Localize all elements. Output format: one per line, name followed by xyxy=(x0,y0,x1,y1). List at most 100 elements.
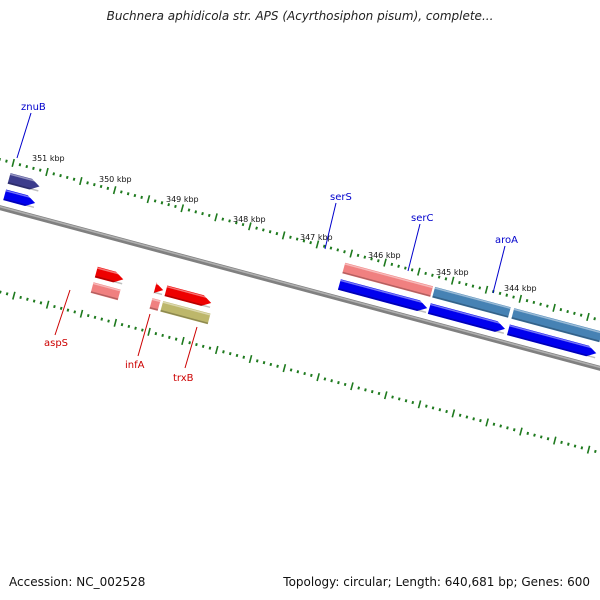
feature-aspS-cds[interactable] xyxy=(94,266,125,285)
feature-highlight xyxy=(151,298,161,303)
inner-tick xyxy=(59,306,63,310)
outer-tick xyxy=(383,258,387,267)
outer-tick xyxy=(45,167,49,177)
feature-highlight xyxy=(162,301,211,316)
feature-trxB-gene[interactable] xyxy=(160,301,211,325)
inner-tick xyxy=(26,297,29,301)
accession-value: NC_002528 xyxy=(76,575,146,589)
inner-tick xyxy=(228,352,232,356)
outer-tick xyxy=(404,266,407,270)
outer-tick xyxy=(18,163,22,167)
inner-tick xyxy=(39,301,43,305)
outer-tick xyxy=(248,222,252,231)
inner-tick xyxy=(343,382,347,387)
outer-tick xyxy=(25,164,29,169)
feature-shape xyxy=(7,173,40,190)
inner-tick xyxy=(0,290,2,294)
outer-tick xyxy=(160,201,164,205)
outer-tick xyxy=(458,280,461,285)
leader-znuB xyxy=(16,112,32,159)
inner-tick xyxy=(391,395,394,399)
inner-tick xyxy=(465,415,469,419)
outer-tick xyxy=(390,262,394,267)
outer-tick xyxy=(444,277,448,281)
inner-tick xyxy=(586,445,591,454)
gene-label-infA[interactable]: infA xyxy=(125,360,145,371)
feature-shape xyxy=(432,286,511,318)
outer-tick xyxy=(410,268,414,272)
gene-label-aspS[interactable]: aspS xyxy=(44,338,68,349)
outer-tick xyxy=(559,308,563,312)
outer-tick xyxy=(431,273,434,277)
inner-tick xyxy=(512,428,516,432)
inner-tick xyxy=(141,328,144,332)
tick-label-347: 347 kbp xyxy=(300,233,333,242)
feature-serC-gene[interactable] xyxy=(432,286,511,318)
feature-shape xyxy=(90,282,121,301)
outer-tick xyxy=(126,192,130,196)
outer-tick xyxy=(120,190,123,194)
inner-tick xyxy=(553,436,557,445)
feature-highlight xyxy=(344,263,433,289)
outer-tick xyxy=(72,177,76,181)
inner-tick xyxy=(431,406,435,410)
feature-serC-cds[interactable] xyxy=(427,303,507,334)
feature-serS-gene[interactable] xyxy=(342,262,434,297)
outer-tick xyxy=(52,172,56,176)
outer-tick xyxy=(424,271,427,276)
gene-label-serC[interactable]: serC xyxy=(411,213,433,224)
outer-tick xyxy=(187,208,191,212)
outer-tick xyxy=(207,213,211,218)
inner-tick xyxy=(573,444,577,448)
outer-tick xyxy=(552,303,556,312)
outer-tick xyxy=(573,311,576,315)
outer-tick xyxy=(450,276,455,285)
feature-shadow xyxy=(160,309,209,325)
feature-highlight xyxy=(93,282,121,292)
feature-aroA-cds[interactable] xyxy=(507,324,598,359)
feature-shadow xyxy=(511,316,600,342)
feature-aroA-gene[interactable] xyxy=(511,308,600,343)
outer-tick xyxy=(302,239,306,243)
outer-tick xyxy=(532,300,536,305)
feature-shape xyxy=(164,285,212,306)
feature-shadow xyxy=(427,312,505,334)
inner-tick xyxy=(445,409,448,414)
inner-tick xyxy=(255,359,259,363)
outer-tick xyxy=(586,312,590,322)
feature-infA-cds[interactable] xyxy=(153,282,165,296)
genome-backbone xyxy=(0,205,600,371)
inner-tick xyxy=(168,335,171,339)
feature-shadow xyxy=(7,182,39,192)
inner-tick xyxy=(492,422,496,426)
outer-tick xyxy=(174,204,177,209)
gene-label-trxB[interactable]: trxB xyxy=(173,373,194,384)
inner-tick xyxy=(499,424,503,428)
inner-tick xyxy=(451,409,456,418)
feature-serS-cds[interactable] xyxy=(337,279,429,314)
tick-label-351: 351 kbp xyxy=(32,154,65,163)
feature-znuB-cds[interactable] xyxy=(3,189,37,209)
gene-label-znuB[interactable]: znuB xyxy=(21,102,46,113)
backbone-highlight xyxy=(0,205,600,369)
inner-tick xyxy=(45,300,50,309)
feature-highlight xyxy=(340,279,429,305)
feature-shadow xyxy=(94,275,123,285)
feature-aspS-gene[interactable] xyxy=(90,282,121,301)
feature-trxB-cds[interactable] xyxy=(164,285,213,309)
outer-tick xyxy=(505,293,509,297)
accession-footer: Accession: NC_002528 xyxy=(9,575,145,589)
gene-label-aroA[interactable]: aroA xyxy=(495,235,518,246)
inner-tick xyxy=(107,319,110,323)
inner-tick xyxy=(383,391,388,400)
feature-shape xyxy=(153,282,164,294)
inner-tick xyxy=(86,313,90,318)
feature-shadow xyxy=(507,333,596,359)
outer-tick xyxy=(471,284,475,288)
feature-znuB-gene[interactable] xyxy=(7,173,41,192)
feature-infA-gene[interactable] xyxy=(149,298,161,311)
outer-tick xyxy=(262,228,265,232)
gene-label-serS[interactable]: serS xyxy=(330,192,352,203)
outer-tick xyxy=(315,240,320,249)
